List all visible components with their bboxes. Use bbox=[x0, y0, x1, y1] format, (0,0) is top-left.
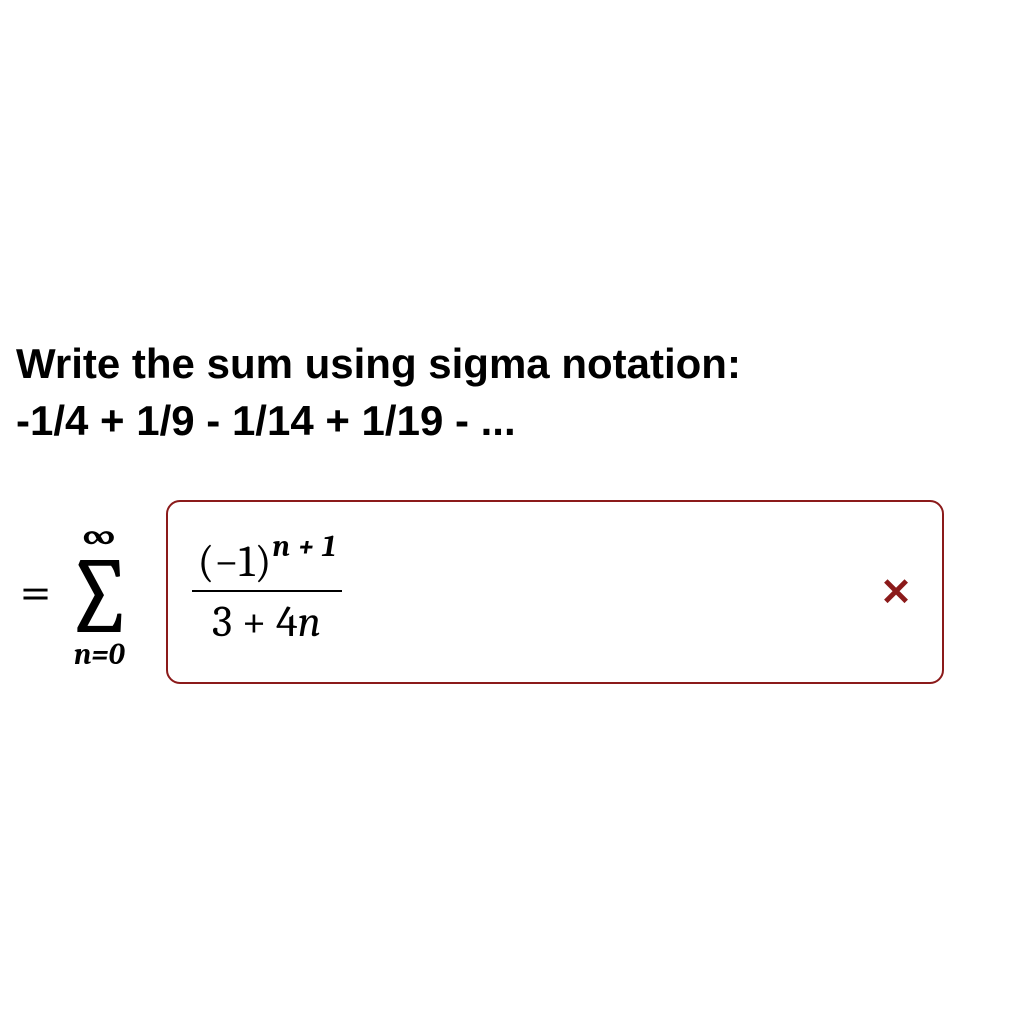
sigma-notation: ∞ ∑ n=0 bbox=[61, 514, 137, 670]
numerator-base: (−1) bbox=[198, 540, 272, 584]
page: Write the sum using sigma notation: -1/4… bbox=[0, 0, 1024, 1024]
denominator-variable: n bbox=[298, 600, 321, 644]
fraction-numerator: (−1)n + 1 bbox=[192, 540, 342, 590]
answer-row: = ∞ ∑ n=0 (−1)n + 1 3 + 4n ✕ bbox=[20, 500, 944, 684]
incorrect-mark-icon: ✕ bbox=[880, 570, 912, 615]
answer-fraction: (−1)n + 1 3 + 4n bbox=[192, 540, 342, 644]
answer-input-box[interactable]: (−1)n + 1 3 + 4n ✕ bbox=[166, 500, 945, 684]
question-line-1: Write the sum using sigma notation: bbox=[16, 336, 1008, 393]
question-line-2: -1/4 + 1/9 - 1/14 + 1/19 - ... bbox=[16, 393, 1008, 450]
denominator-constant: 3 + 4 bbox=[212, 600, 298, 644]
numerator-exponent: n + 1 bbox=[272, 532, 336, 562]
equals-sign: = bbox=[20, 560, 51, 624]
sigma-symbol: ∑ bbox=[64, 552, 134, 644]
question-text: Write the sum using sigma notation: -1/4… bbox=[16, 336, 1008, 449]
fraction-denominator: 3 + 4n bbox=[212, 592, 321, 644]
